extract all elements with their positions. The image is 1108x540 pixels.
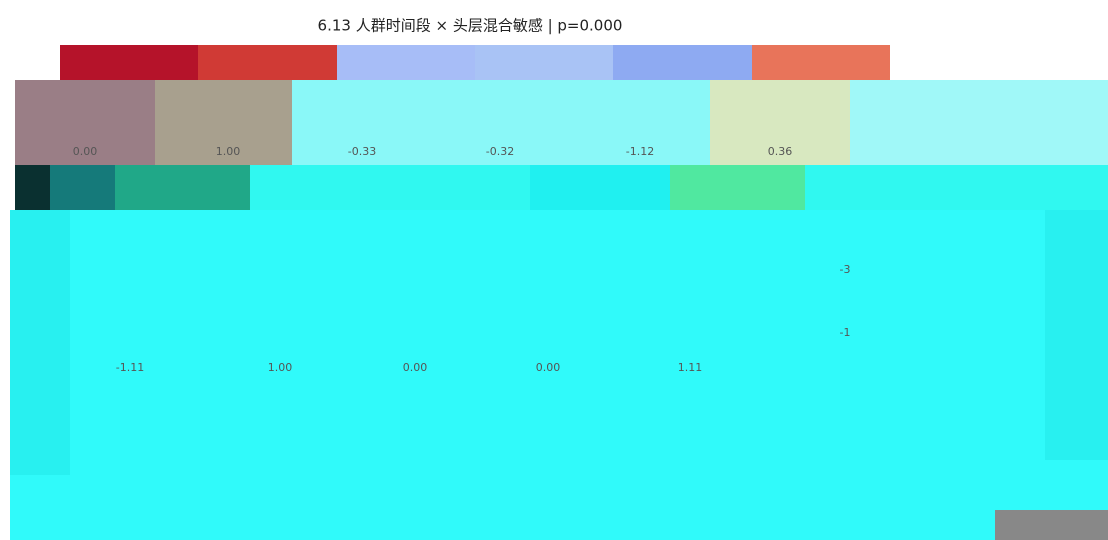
cell-label: 1.00 (268, 361, 293, 374)
cell (155, 80, 292, 165)
main-area (10, 210, 1108, 540)
row-band (15, 80, 1108, 165)
cell (710, 80, 850, 165)
cell (530, 165, 670, 210)
cell (805, 165, 1108, 210)
cell (250, 165, 530, 210)
cell (337, 45, 475, 80)
labels: 0.00 1.00 -0.33 -0.32 -1.12 0.36 -1.11 1.00 0.00… (73, 145, 851, 374)
cell-label: 0.36 (768, 145, 793, 158)
cell (15, 80, 155, 165)
cell (850, 80, 1108, 165)
cell (752, 45, 890, 80)
cell (475, 45, 613, 80)
scale-label: -3 (840, 263, 851, 276)
panel (995, 510, 1108, 540)
cell (60, 45, 198, 80)
cell-label: -0.32 (486, 145, 514, 158)
cell (15, 165, 50, 210)
cell (670, 165, 805, 210)
cell (115, 165, 250, 210)
cell (1045, 210, 1108, 460)
cell-label: 0.00 (403, 361, 428, 374)
row-band (15, 165, 1108, 210)
scale-label: -1 (840, 326, 851, 339)
cell-label: -1.12 (626, 145, 654, 158)
cell (198, 45, 337, 80)
cell-label: 1.00 (216, 145, 241, 158)
title: 6.13 人群时间段 × 头层混合敏感 | p=0.000 (318, 17, 623, 35)
cell-label: 1.11 (678, 361, 703, 374)
cell-label: -0.33 (348, 145, 376, 158)
cell (292, 80, 710, 165)
cell-label: 0.00 (73, 145, 98, 158)
top-strip (60, 45, 890, 80)
cell (50, 165, 115, 210)
cell (10, 210, 70, 475)
cell-label: 0.00 (536, 361, 561, 374)
cell-label: -1.11 (116, 361, 144, 374)
cell (613, 45, 752, 80)
